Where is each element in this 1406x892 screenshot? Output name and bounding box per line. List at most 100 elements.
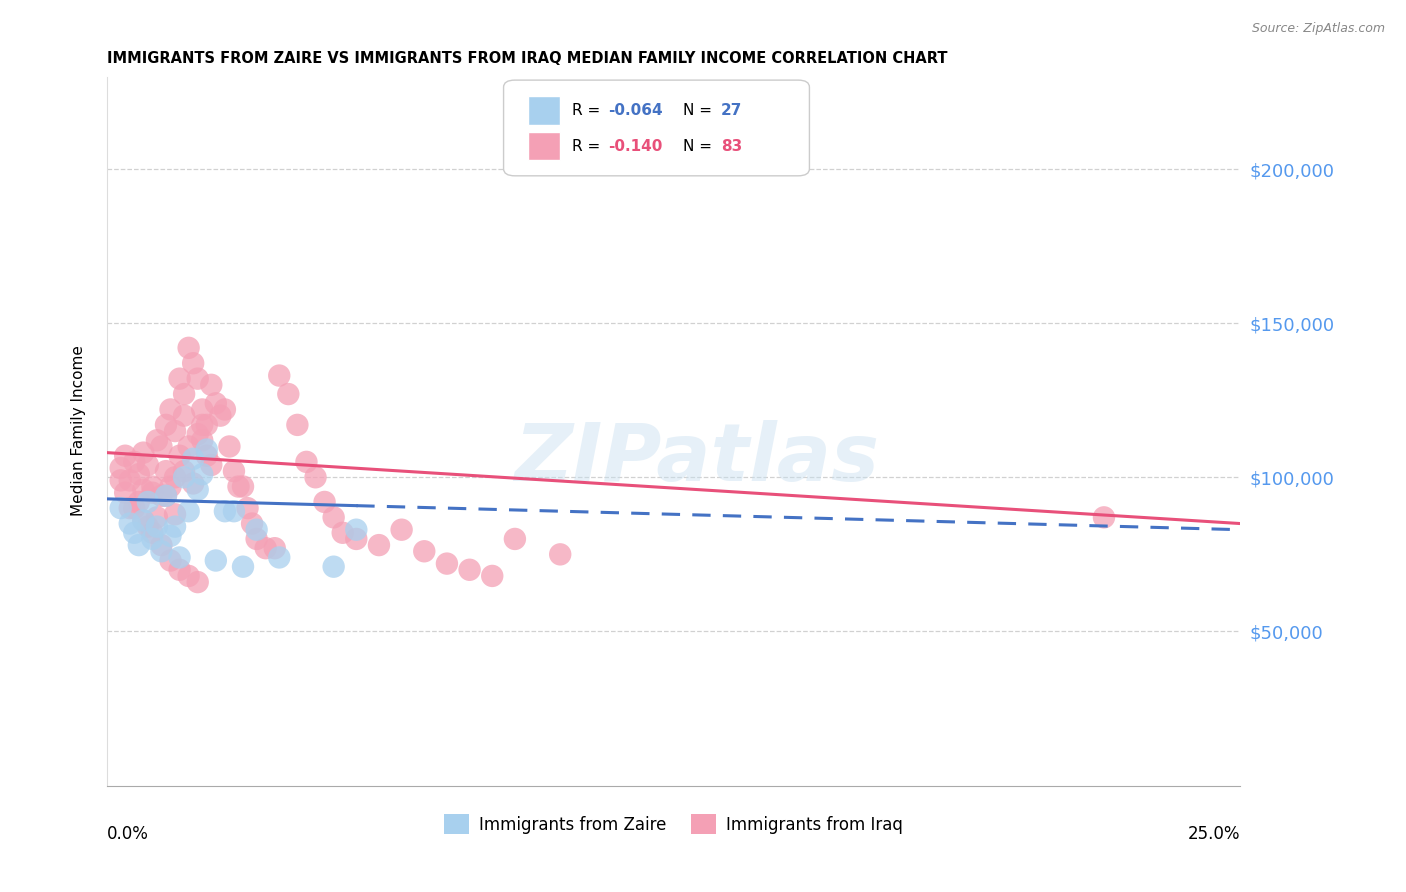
Point	[295, 455, 318, 469]
Point	[254, 541, 277, 556]
Point	[146, 519, 169, 533]
Point	[222, 464, 245, 478]
Point	[195, 449, 218, 463]
Point	[169, 449, 191, 463]
Point	[150, 440, 173, 454]
Point	[146, 510, 169, 524]
Point	[155, 417, 177, 432]
Point	[118, 516, 141, 531]
Point	[181, 356, 204, 370]
Point	[173, 464, 195, 478]
Point	[214, 402, 236, 417]
Point	[481, 569, 503, 583]
Point	[200, 377, 222, 392]
Point	[228, 479, 250, 493]
Point	[122, 525, 145, 540]
Text: 25.0%: 25.0%	[1188, 824, 1240, 843]
Point	[191, 402, 214, 417]
Point	[155, 464, 177, 478]
Point	[159, 529, 181, 543]
Text: N =: N =	[682, 103, 717, 118]
Point	[136, 458, 159, 472]
Point	[169, 550, 191, 565]
Point	[163, 470, 186, 484]
Point	[187, 371, 209, 385]
Y-axis label: Median Family Income: Median Family Income	[72, 345, 86, 516]
Point	[1092, 510, 1115, 524]
Point	[141, 479, 163, 493]
Point	[118, 501, 141, 516]
Point	[195, 417, 218, 432]
Point	[218, 440, 240, 454]
Point	[246, 532, 269, 546]
FancyBboxPatch shape	[529, 132, 560, 161]
Point	[236, 501, 259, 516]
Point	[150, 538, 173, 552]
Point	[214, 504, 236, 518]
Text: 0.0%: 0.0%	[107, 824, 149, 843]
Point	[191, 467, 214, 482]
Point	[548, 547, 571, 561]
Point	[128, 467, 150, 482]
Point	[136, 519, 159, 533]
Point	[391, 523, 413, 537]
Point	[114, 449, 136, 463]
Text: 27: 27	[721, 103, 742, 118]
Point	[141, 532, 163, 546]
Point	[191, 434, 214, 448]
Point	[205, 396, 228, 410]
Point	[136, 495, 159, 509]
Legend: Immigrants from Zaire, Immigrants from Iraq: Immigrants from Zaire, Immigrants from I…	[437, 807, 910, 841]
Point	[159, 402, 181, 417]
Point	[159, 479, 181, 493]
Point	[240, 516, 263, 531]
Point	[187, 483, 209, 497]
Text: -0.140: -0.140	[607, 138, 662, 153]
Text: -0.064: -0.064	[607, 103, 662, 118]
Point	[503, 532, 526, 546]
Point	[163, 424, 186, 438]
Point	[146, 434, 169, 448]
Point	[177, 341, 200, 355]
Point	[436, 557, 458, 571]
Point	[277, 387, 299, 401]
Point	[128, 538, 150, 552]
Point	[200, 458, 222, 472]
Point	[110, 461, 132, 475]
Point	[304, 470, 326, 484]
Point	[141, 485, 163, 500]
Point	[177, 504, 200, 518]
Point	[205, 553, 228, 567]
Point	[322, 559, 344, 574]
Text: 83: 83	[721, 138, 742, 153]
Point	[413, 544, 436, 558]
Text: Source: ZipAtlas.com: Source: ZipAtlas.com	[1251, 22, 1385, 36]
Text: R =: R =	[571, 138, 605, 153]
FancyBboxPatch shape	[503, 80, 810, 176]
Point	[287, 417, 309, 432]
Point	[368, 538, 391, 552]
Point	[132, 445, 155, 459]
Point	[173, 470, 195, 484]
Point	[187, 427, 209, 442]
Point	[173, 409, 195, 423]
Point	[344, 532, 367, 546]
Point	[118, 474, 141, 488]
Point	[181, 451, 204, 466]
Point	[128, 495, 150, 509]
Point	[314, 495, 336, 509]
Point	[169, 371, 191, 385]
Point	[232, 479, 254, 493]
FancyBboxPatch shape	[529, 96, 560, 125]
Point	[114, 485, 136, 500]
Point	[173, 387, 195, 401]
Point	[150, 544, 173, 558]
Point	[132, 483, 155, 497]
Point	[122, 455, 145, 469]
Text: N =: N =	[682, 138, 717, 153]
Point	[263, 541, 285, 556]
Point	[232, 559, 254, 574]
Point	[169, 563, 191, 577]
Point	[222, 504, 245, 518]
Point	[110, 501, 132, 516]
